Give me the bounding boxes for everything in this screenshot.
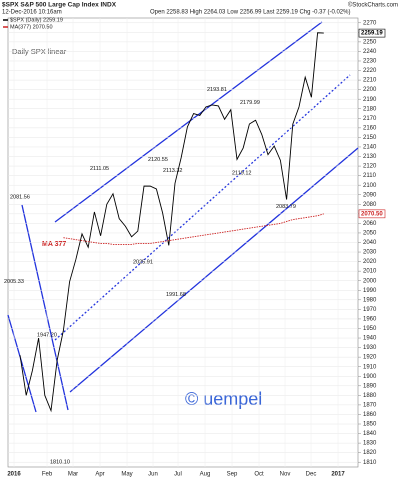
annotation: 2179.99 bbox=[240, 100, 260, 106]
y-tick-label: 1920 bbox=[363, 355, 377, 361]
x-tick-label: Aug bbox=[200, 472, 211, 478]
channel-lower bbox=[69, 147, 359, 393]
y-tick-label: 2250 bbox=[363, 39, 377, 45]
y-tick-label: 1820 bbox=[363, 450, 377, 456]
y-tick-label: 1940 bbox=[363, 336, 377, 342]
y-tick-label: 2170 bbox=[363, 116, 377, 122]
last-tag bbox=[358, 28, 386, 38]
last-label: 2070.50 bbox=[361, 211, 383, 217]
y-tick-label: 2080 bbox=[363, 202, 377, 208]
x-tick-label: 2017 bbox=[331, 472, 345, 478]
annotation: 2083.79 bbox=[276, 204, 296, 210]
annotation: 1947.20 bbox=[37, 333, 57, 339]
annotation: 2119.12 bbox=[232, 170, 251, 176]
annotation: 2193.81 bbox=[207, 87, 227, 93]
y-tick-label: 2230 bbox=[363, 59, 377, 65]
y-tick-label: 1950 bbox=[363, 326, 377, 332]
y-tick-label: 1830 bbox=[363, 441, 377, 447]
channel-upper bbox=[54, 21, 323, 223]
trend-left-2 bbox=[7, 314, 37, 413]
x-tick-label: Jul bbox=[174, 472, 182, 478]
x-tick-label: Feb bbox=[42, 472, 53, 478]
legend-entry: MA(377) 2070.50 bbox=[10, 24, 53, 30]
y-tick-label: 1910 bbox=[363, 364, 377, 370]
y-tick-label: 2030 bbox=[363, 250, 377, 256]
y-tick-label: 2120 bbox=[363, 164, 377, 170]
y-tick-label: 2210 bbox=[363, 78, 377, 84]
x-tick-label: Oct bbox=[254, 472, 264, 478]
y-tick-label: 2140 bbox=[363, 145, 377, 151]
annotation: 2081.56 bbox=[10, 194, 30, 200]
y-tick-label: 2150 bbox=[363, 135, 377, 141]
y-tick-label: 2180 bbox=[363, 106, 377, 112]
y-tick-label: 1860 bbox=[363, 412, 377, 418]
x-tick-label: May bbox=[121, 472, 132, 478]
trend-lines bbox=[7, 21, 359, 413]
x-tick-label: Jun bbox=[148, 472, 158, 478]
annotation: 1991.68 bbox=[166, 292, 186, 298]
y-tick-label: 2100 bbox=[363, 183, 377, 189]
watermark: © uempel bbox=[185, 389, 262, 409]
y-tick-label: 2060 bbox=[363, 221, 377, 227]
y-tick-label: 2220 bbox=[363, 68, 377, 74]
y-tick-label: 1900 bbox=[363, 374, 377, 380]
last-tag bbox=[358, 209, 386, 219]
source: ©StockCharts.com bbox=[348, 2, 398, 9]
y-tick-label: 2040 bbox=[363, 240, 377, 246]
annotation: 1810.10 bbox=[50, 460, 70, 466]
y-tick-label: 1840 bbox=[363, 431, 377, 437]
trend-left bbox=[21, 204, 69, 411]
ma-label: MA 377 bbox=[42, 241, 66, 248]
y-tick-label: 1850 bbox=[363, 422, 377, 428]
y-tick-label: 1870 bbox=[363, 402, 377, 408]
y-tick-label: 1810 bbox=[363, 460, 377, 466]
y-tick-label: 2160 bbox=[363, 125, 377, 131]
y-tick-label: 1890 bbox=[363, 383, 377, 389]
x-tick-label: Nov bbox=[280, 472, 291, 478]
y-tick-label: 2110 bbox=[363, 173, 377, 179]
x-tick-label: 2016 bbox=[7, 472, 21, 478]
price-line bbox=[19, 32, 324, 413]
y-tick-label: 2270 bbox=[363, 20, 377, 26]
y-tick-label: 2200 bbox=[363, 87, 377, 93]
y-tick-label: 2240 bbox=[363, 49, 377, 55]
annotation: 2113.32 bbox=[163, 168, 182, 174]
x-tick-label: Apr bbox=[95, 472, 104, 478]
annotation: 2025.91 bbox=[133, 259, 153, 265]
annotation: 2120.55 bbox=[148, 157, 168, 163]
y-tick-label: 1880 bbox=[363, 393, 377, 399]
chart-title: $SPX S&P 500 Large Cap Index INDX bbox=[2, 2, 117, 9]
y-tick-label: 2020 bbox=[363, 259, 377, 265]
y-tick-label: 1980 bbox=[363, 297, 377, 303]
y-tick-label: 2090 bbox=[363, 192, 377, 198]
y-tick-label: 2130 bbox=[363, 154, 377, 160]
y-tick-label: 2190 bbox=[363, 97, 377, 103]
y-tick-label: 2050 bbox=[363, 231, 377, 237]
y-tick-label: 2010 bbox=[363, 269, 377, 275]
y-tick-label: 1930 bbox=[363, 345, 377, 351]
annotation: 2111.05 bbox=[90, 166, 109, 172]
legend-entry: $SPX (Daily) 2259.19 bbox=[10, 17, 63, 23]
y-tick-label: 1960 bbox=[363, 317, 377, 323]
y-tick-label: 1970 bbox=[363, 307, 377, 313]
y-tick-label: 1990 bbox=[363, 288, 377, 294]
last-label: 2259.19 bbox=[361, 31, 383, 37]
x-tick-label: Dec bbox=[306, 472, 317, 478]
timestamp: 12-Dec-2016 10:16am bbox=[2, 10, 62, 16]
x-tick-label: Mar bbox=[68, 472, 78, 478]
quote: Open 2258.83 High 2264.03 Low 2256.99 La… bbox=[150, 10, 350, 16]
y-tick-label: 2000 bbox=[363, 278, 377, 284]
ma-line bbox=[63, 213, 324, 245]
x-tick-label: Sep bbox=[227, 472, 238, 478]
annotation: 2005.33 bbox=[4, 279, 24, 285]
